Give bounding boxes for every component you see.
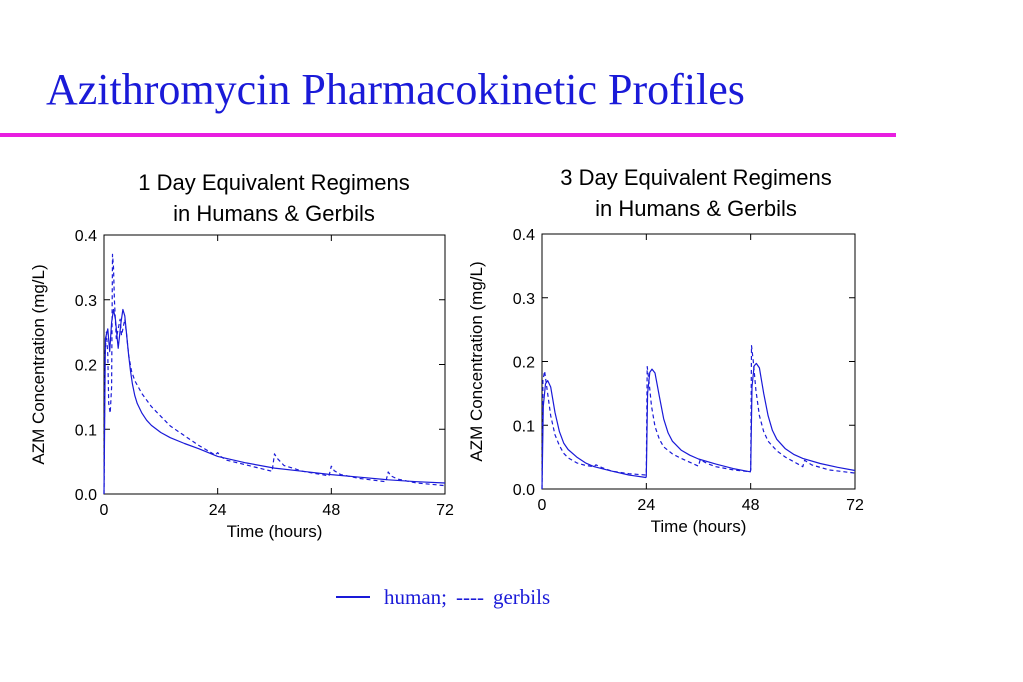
chart-2-plot-frame bbox=[541, 233, 856, 490]
chart-1-ytick-label: 0.4 bbox=[75, 228, 97, 245]
chart-1-ytick-label: 0.2 bbox=[75, 358, 97, 375]
chart-1-title-line2: in Humans & Gerbils bbox=[173, 201, 375, 226]
slide-title: Azithromycin Pharmacokinetic Profiles bbox=[46, 65, 745, 114]
chart-2-y-axis-label: AZM Concentration (mg/L) bbox=[467, 261, 486, 461]
chart-2-series-solid-line bbox=[541, 362, 856, 490]
title-divider bbox=[0, 133, 896, 137]
chart-2-title: 3 Day Equivalent Regimens in Humans & Ge… bbox=[536, 162, 856, 224]
chart-1-ytick-label: 0.3 bbox=[75, 293, 97, 310]
chart-1-series-dashed-line bbox=[103, 253, 446, 495]
legend-gerbil-marker: ---- bbox=[456, 584, 484, 609]
chart-1-ytick-label: 0.1 bbox=[75, 422, 97, 439]
chart-2-xtick-label: 0 bbox=[538, 497, 547, 514]
chart-1-xtick-label: 24 bbox=[209, 502, 227, 519]
chart-2-ytick-label: 0.0 bbox=[513, 482, 535, 499]
chart-1-series-solid-line bbox=[103, 308, 446, 495]
chart-1-ytick-label: 0.0 bbox=[75, 487, 97, 504]
chart-2-xtick-label: 48 bbox=[742, 497, 760, 514]
chart-2-ytick-label: 0.2 bbox=[513, 355, 535, 372]
chart-1-title: 1 Day Equivalent Regimens in Humans & Ge… bbox=[114, 167, 434, 229]
chart-1-title-line1: 1 Day Equivalent Regimens bbox=[138, 170, 410, 195]
chart-1-xtick-label: 48 bbox=[322, 502, 340, 519]
chart-1-y-axis-label: AZM Concentration (mg/L) bbox=[29, 264, 48, 464]
chart-2-ytick-label: 0.4 bbox=[513, 227, 535, 244]
chart-1-xtick-label: 72 bbox=[436, 502, 454, 519]
chart-2-title-line1: 3 Day Equivalent Regimens bbox=[560, 165, 832, 190]
legend-gerbil-label: gerbils bbox=[492, 584, 551, 609]
chart-2-title-line2: in Humans & Gerbils bbox=[595, 196, 797, 221]
legend-solid-line-swatch bbox=[336, 596, 370, 598]
chart-2-xtick-label: 72 bbox=[846, 497, 864, 514]
legend: human; ---- gerbils bbox=[336, 585, 550, 609]
chart-2-series-dashed-line bbox=[541, 345, 856, 490]
legend-human-label: human; bbox=[384, 584, 447, 609]
chart-2-ytick-label: 0.3 bbox=[513, 291, 535, 308]
chart-2-x-axis-label: Time (hours) bbox=[651, 517, 747, 536]
chart-1-x-axis-label: Time (hours) bbox=[227, 522, 323, 541]
chart-2-ytick-label: 0.1 bbox=[513, 418, 535, 435]
chart-1-xtick-label: 0 bbox=[100, 502, 109, 519]
chart-2-xtick-label: 24 bbox=[637, 497, 655, 514]
